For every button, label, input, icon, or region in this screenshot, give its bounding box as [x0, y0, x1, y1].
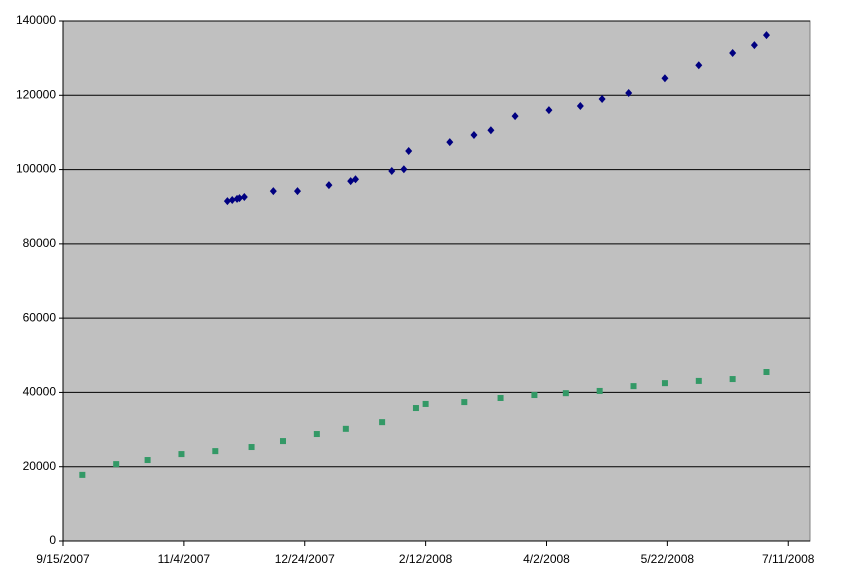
data-point	[596, 387, 603, 394]
data-point	[729, 48, 737, 57]
data-point	[248, 444, 255, 451]
data-point	[212, 448, 219, 455]
data-point	[405, 147, 413, 155]
data-point	[79, 471, 86, 478]
x-tick-label: 7/11/2008	[762, 552, 815, 566]
data-point	[313, 431, 320, 438]
data-point	[531, 392, 538, 399]
y-tick-label: 0	[49, 533, 56, 547]
data-point	[400, 165, 408, 174]
data-point	[228, 196, 236, 205]
x-tick-label: 11/4/2007	[158, 552, 211, 566]
y-tick-label: 80000	[23, 236, 57, 250]
y-tick-label: 140000	[16, 13, 56, 27]
data-point	[388, 167, 396, 176]
data-point	[269, 187, 277, 196]
data-point	[750, 41, 758, 50]
y-tick-label: 40000	[23, 385, 57, 399]
data-point	[545, 106, 553, 115]
data-point	[240, 193, 248, 202]
data-point	[695, 61, 703, 70]
data-point	[625, 89, 633, 98]
data-point	[763, 369, 770, 375]
data-point	[762, 31, 770, 40]
y-tick-label: 20000	[23, 459, 57, 473]
data-point	[223, 197, 231, 206]
data-point	[497, 395, 504, 401]
data-point	[412, 405, 419, 412]
data-point	[178, 451, 185, 458]
data-point	[461, 399, 468, 406]
data-point	[379, 419, 386, 426]
data-point	[342, 425, 349, 432]
y-tick-label: 120000	[16, 87, 56, 101]
data-point	[576, 102, 584, 111]
x-tick-label: 12/24/2007	[275, 552, 335, 566]
data-point	[422, 400, 429, 407]
data-point	[695, 377, 702, 384]
data-point	[446, 138, 454, 147]
data-point	[470, 131, 478, 140]
x-tick-label: 2/12/2008	[399, 552, 453, 566]
y-tick-label: 60000	[23, 310, 57, 324]
x-tick-label: 4/2/2008	[523, 552, 570, 566]
data-point	[562, 390, 569, 397]
data-point	[352, 175, 360, 184]
plot-area	[62, 20, 811, 542]
data-point	[487, 126, 495, 135]
data-point	[661, 74, 669, 83]
data-point	[293, 187, 301, 196]
data-point	[661, 380, 668, 387]
data-point	[113, 461, 120, 468]
data-point	[729, 376, 736, 383]
data-point	[279, 438, 286, 445]
data-point	[235, 194, 243, 203]
data-point	[144, 457, 151, 464]
x-tick-label: 9/15/2007	[36, 552, 90, 566]
y-tick-label: 100000	[16, 162, 56, 176]
data-point	[598, 95, 606, 103]
data-point	[511, 112, 519, 121]
data-point	[325, 181, 333, 190]
data-point	[630, 383, 637, 390]
x-tick-label: 5/22/2008	[641, 552, 695, 566]
